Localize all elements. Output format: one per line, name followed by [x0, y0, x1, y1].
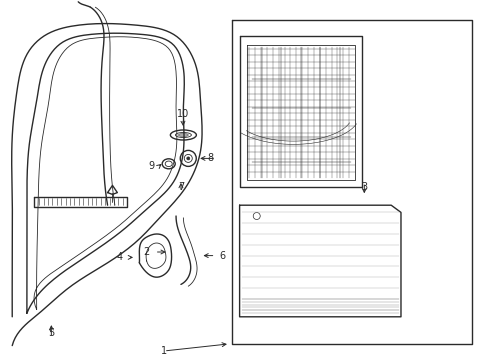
Circle shape: [186, 157, 189, 160]
Text: 6: 6: [219, 251, 225, 261]
Text: 4: 4: [117, 252, 122, 262]
Text: 9: 9: [148, 161, 154, 171]
Text: 3: 3: [361, 182, 366, 192]
Text: 10: 10: [176, 109, 188, 120]
Ellipse shape: [178, 134, 188, 136]
Text: 7: 7: [178, 182, 183, 192]
Text: 8: 8: [206, 153, 213, 163]
Text: 5: 5: [48, 328, 54, 338]
Text: 1: 1: [161, 346, 166, 356]
Text: 2: 2: [143, 247, 149, 257]
